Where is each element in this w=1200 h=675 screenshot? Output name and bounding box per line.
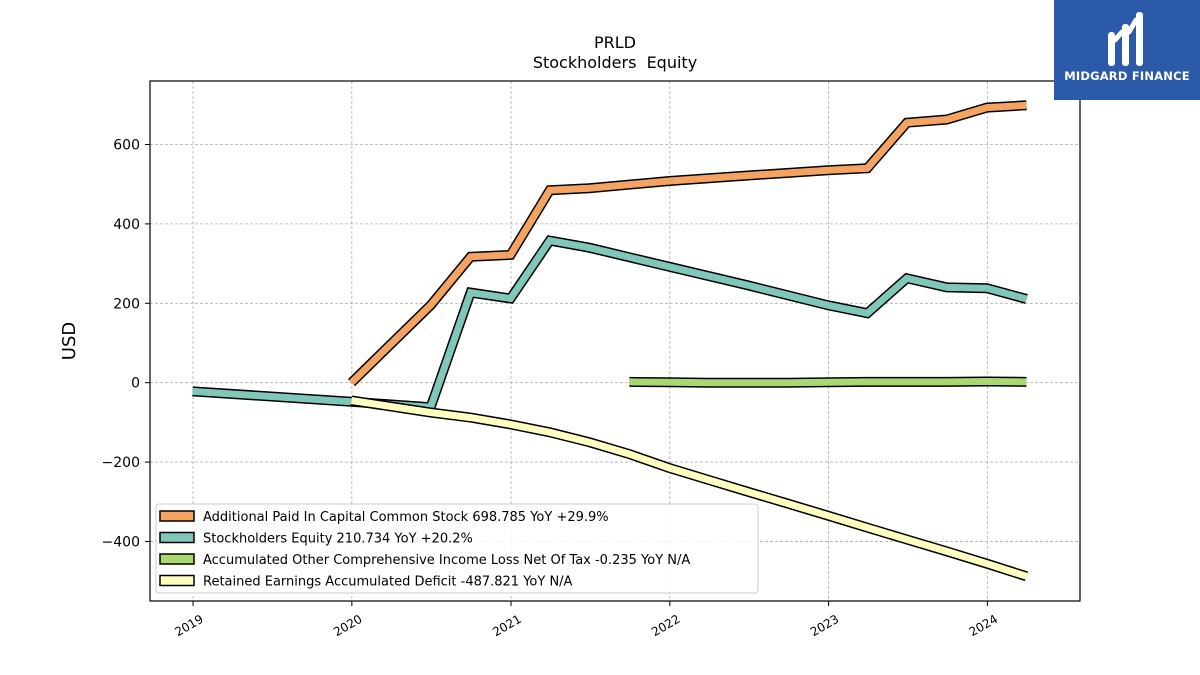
series-4: [350, 395, 1029, 582]
series-line: [348, 101, 1027, 386]
legend-item-label: Accumulated Other Comprehensive Income L…: [203, 553, 690, 568]
series-3: [629, 376, 1027, 388]
x-tick-label: 2021: [490, 612, 523, 639]
y-axis: −400 −200 0 200 400 600: [102, 138, 150, 550]
logo: MIDGARD FINANCE: [1054, 0, 1200, 100]
x-axis: 2019 2020 2021 2022 2023 2024: [172, 601, 1000, 639]
series-line: [192, 236, 1028, 411]
legend-item-label: Additional Paid In Capital Common Stock …: [203, 510, 609, 525]
legend-swatch: [159, 510, 195, 522]
chart-title: PRLD: [594, 33, 636, 52]
logo-mark-icon: [1108, 12, 1143, 66]
y-axis-label: USD: [59, 322, 80, 360]
grid: [150, 81, 1080, 601]
y-tick-label: 400: [113, 217, 140, 233]
legend-item-label: Retained Earnings Accumulated Deficit -4…: [203, 575, 573, 590]
series-2: [192, 235, 1028, 413]
y-tick-label: −400: [102, 534, 140, 550]
plot-frame: [149, 80, 1081, 602]
series-lines: [192, 100, 1029, 582]
series-1: [347, 100, 1027, 387]
legend-item-label: Stockholders Equity 210.734 YoY +20.2%: [203, 532, 473, 547]
chart-subtitle: Stockholders Equity: [533, 53, 697, 72]
legend-swatch: [159, 553, 195, 565]
y-tick-label: −200: [102, 455, 140, 471]
y-tick-label: 200: [113, 296, 140, 312]
x-tick-label: 2024: [967, 612, 1000, 639]
x-tick-label: 2023: [808, 612, 841, 639]
x-tick-label: 2020: [331, 612, 364, 639]
legend: Additional Paid In Capital Common Stock …: [155, 503, 759, 594]
legend-swatch: [159, 531, 195, 544]
x-tick-label: 2019: [172, 612, 205, 639]
series-line: [629, 377, 1027, 387]
y-tick-label: 600: [113, 138, 140, 154]
y-tick-label: 0: [131, 376, 140, 392]
legend-box: [155, 503, 759, 594]
logo-text: MIDGARD FINANCE: [1064, 69, 1190, 83]
series-line: [350, 397, 1028, 580]
legend-swatch: [159, 574, 195, 587]
x-tick-label: 2022: [649, 612, 682, 639]
